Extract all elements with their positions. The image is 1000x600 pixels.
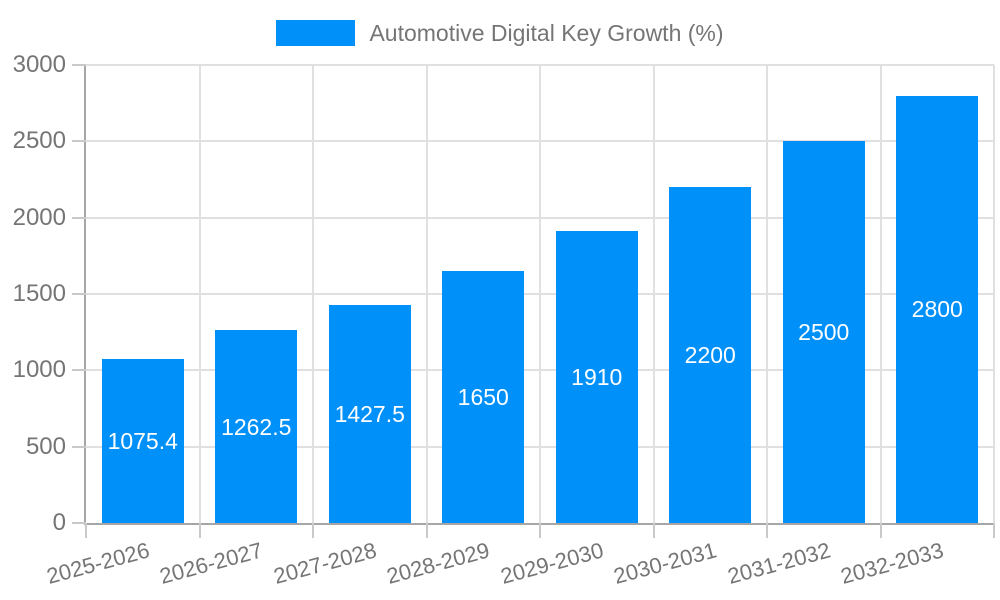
x-tick-mark — [993, 523, 995, 538]
plot-area: 1075.4 1262.5 1427.5 1650 1910 2200 2500 2800 — [84, 64, 995, 525]
y-tick-mark — [72, 445, 86, 448]
bar-value-label: 1075.4 — [107, 427, 178, 454]
y-tick-mark — [72, 64, 86, 66]
x-tick-mark — [312, 523, 314, 538]
y-tick-label: 500 — [25, 432, 66, 460]
bar-value-label: 1650 — [457, 384, 509, 411]
gridline-vertical — [425, 65, 428, 523]
x-tick-mark — [425, 523, 428, 538]
y-tick-mark — [72, 369, 86, 372]
legend-swatch — [276, 20, 356, 46]
gridline-vertical — [766, 65, 768, 523]
bar-2031-2032[interactable] — [782, 141, 865, 523]
gridline-vertical — [879, 65, 882, 523]
x-tick-mark — [539, 523, 541, 538]
gridline-vertical — [539, 65, 541, 523]
y-tick-mark — [72, 293, 86, 295]
bar-value-label: 1427.5 — [334, 401, 405, 428]
y-tick-label: 3000 — [12, 51, 66, 78]
bar-2029-2030[interactable] — [555, 231, 638, 523]
y-tick-label: 1000 — [12, 356, 66, 384]
y-tick-label: 0 — [52, 509, 66, 536]
y-tick-label: 2000 — [12, 203, 66, 231]
legend-label: Automotive Digital Key Growth (%) — [369, 20, 724, 46]
y-tick-label: 2500 — [12, 127, 66, 155]
bar-value-label: 1910 — [571, 364, 623, 391]
bar-value-label: 2800 — [911, 296, 963, 323]
bar-2030-2031[interactable] — [669, 187, 752, 523]
x-tick-mark — [85, 523, 87, 538]
legend[interactable]: Automotive Digital Key Growth (%) — [0, 17, 1000, 49]
x-tick-mark — [879, 523, 882, 538]
bar-2026-2027[interactable] — [215, 330, 298, 523]
bar-2032-2033[interactable] — [896, 95, 979, 523]
x-tick-mark — [766, 523, 768, 538]
gridline-vertical — [198, 65, 201, 523]
gridline-vertical — [652, 65, 655, 523]
gridline-vertical — [312, 65, 314, 523]
bar-2025-2026[interactable] — [101, 358, 184, 523]
bar-2028-2029[interactable] — [442, 271, 525, 523]
y-tick-mark — [72, 522, 86, 524]
x-tick-mark — [198, 523, 201, 538]
x-tick-mark — [652, 523, 655, 538]
gridline-vertical — [993, 65, 995, 523]
bar-2027-2028[interactable] — [328, 305, 411, 523]
bar-value-label: 1262.5 — [221, 413, 292, 440]
y-tick-mark — [72, 140, 86, 143]
y-tick-mark — [72, 216, 86, 219]
bar-value-label: 2500 — [798, 319, 850, 346]
bar-value-label: 2200 — [684, 342, 736, 369]
y-tick-label: 1500 — [12, 280, 66, 307]
